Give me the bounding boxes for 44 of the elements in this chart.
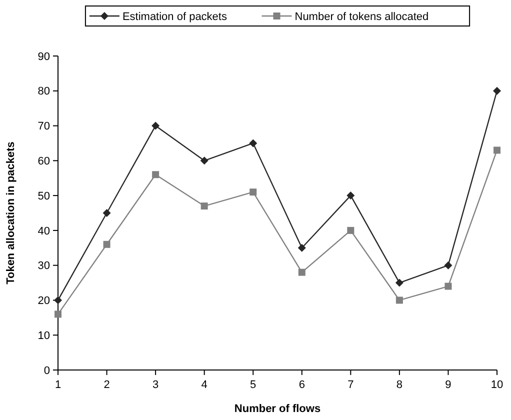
y-tick-label: 80 — [38, 86, 50, 98]
point — [396, 296, 403, 304]
point — [298, 244, 306, 252]
x-tick-label: 10 — [490, 379, 504, 391]
point — [54, 296, 62, 304]
point — [152, 171, 160, 178]
point — [493, 86, 501, 95]
legend-label: Number of tokens allocated — [294, 10, 429, 23]
y-tick-label: 70 — [38, 120, 50, 133]
point — [152, 122, 160, 130]
x-tick-label: 3 — [152, 379, 159, 391]
y-tick-label: 10 — [38, 330, 50, 342]
point — [395, 278, 404, 287]
point — [444, 282, 452, 290]
point — [347, 226, 354, 234]
point — [346, 192, 355, 200]
y-tick-label: 50 — [38, 190, 50, 202]
y-axis-title: Token allocation in packets — [5, 142, 17, 284]
point — [102, 209, 111, 217]
x-tick-label: 9 — [445, 379, 452, 391]
point — [54, 310, 62, 318]
point — [444, 261, 452, 270]
x-tick-label: 1 — [54, 379, 62, 391]
x-tick-label: 4 — [201, 379, 208, 391]
point — [298, 268, 306, 276]
y-tick-label: 30 — [38, 260, 50, 272]
y-tick-label: 90 — [38, 50, 50, 63]
x-tick-label: 2 — [104, 379, 110, 391]
x-tick-label: 7 — [348, 379, 354, 391]
point — [200, 156, 208, 165]
point — [103, 240, 110, 248]
x-axis-title: Number of flows — [234, 403, 321, 415]
point — [494, 146, 500, 154]
y-tick-label: 60 — [38, 156, 50, 168]
point — [200, 202, 208, 210]
legend-label: Estimation of packets — [122, 10, 228, 23]
x-tick-label: 8 — [396, 379, 403, 391]
x-tick-label: 5 — [250, 379, 256, 391]
x-tick-label: 6 — [298, 379, 305, 391]
y-tick-label: 0 — [44, 364, 50, 377]
point — [249, 139, 258, 148]
y-tick-label: 40 — [38, 225, 50, 238]
y-tick-label: 20 — [38, 295, 50, 308]
point — [250, 188, 257, 196]
